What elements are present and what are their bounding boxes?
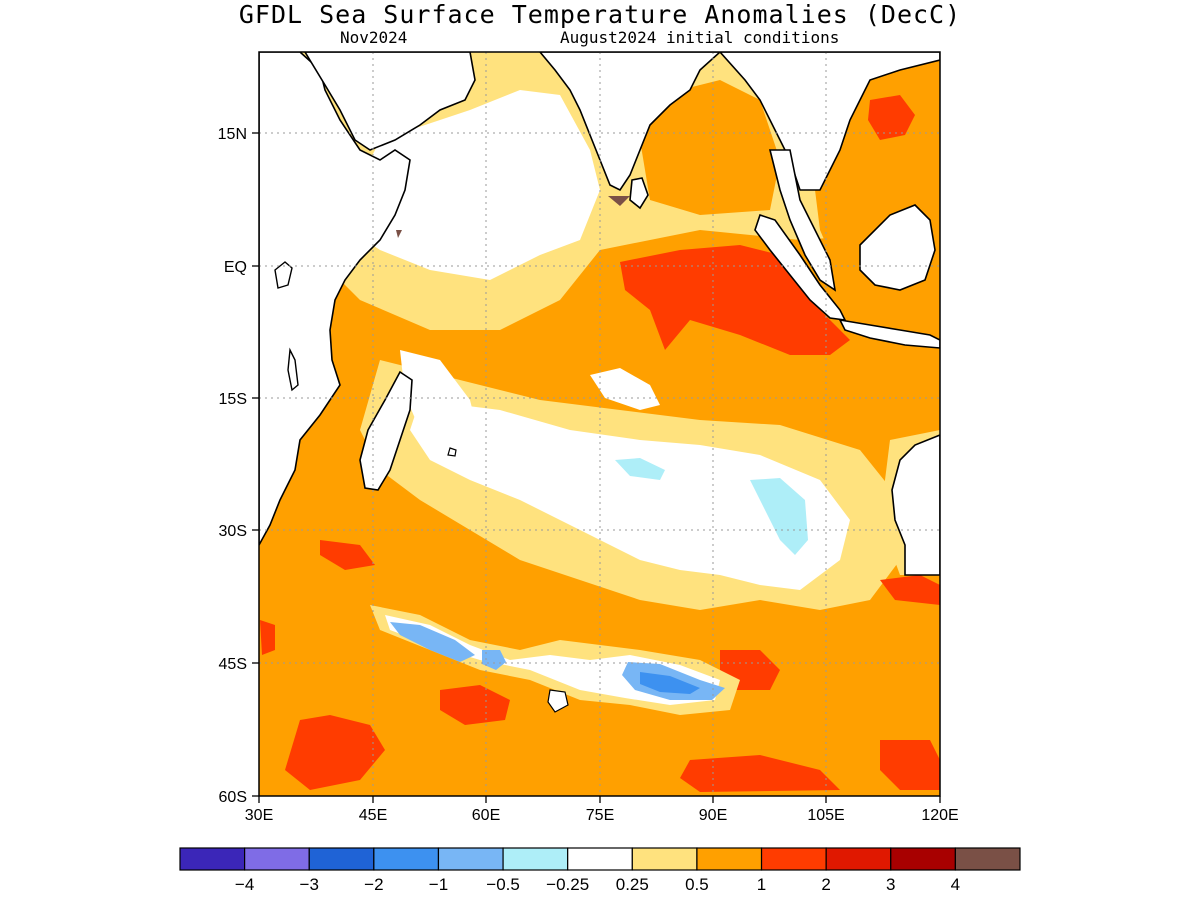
field-south-red-3: [680, 755, 840, 792]
lon-tick-30e: 30E: [245, 807, 273, 824]
field-white-blob: [590, 368, 660, 410]
land-india: [538, 52, 722, 192]
colorbar-swatch: [696, 847, 763, 871]
colorbar-label: 0.25: [616, 875, 649, 894]
initial-conditions-label: August2024 initial conditions: [560, 28, 840, 47]
colorbar-label: −2: [364, 875, 383, 894]
land-australia: [891, 434, 940, 576]
field-south-red-1: [285, 715, 385, 790]
colorbar-label: −1: [429, 875, 448, 894]
colorbar-swatch: [244, 847, 310, 871]
colorbar-swatch: [890, 847, 956, 871]
field-south-red-6: [320, 540, 375, 570]
field-bob-orange: [640, 80, 780, 215]
colorbar-label: 1: [757, 875, 766, 894]
land-sri-lanka: [629, 177, 649, 210]
colorbar-swatch: [954, 847, 1021, 871]
colorbar: −4 −3 −2 −1 −0.5 −0.25 0.25 0.5 1 2 3 4: [179, 847, 1021, 894]
lon-tick-45e: 45E: [359, 807, 387, 824]
field-lightblue-patch-2: [615, 458, 665, 480]
field-mozambique-white: [400, 350, 480, 450]
field-brown-marker-2: [396, 230, 402, 238]
field-south-red-5: [880, 575, 940, 605]
map-gridlines: [259, 52, 940, 796]
lat-tick-45s: 45S: [219, 656, 247, 673]
lon-tick-60e: 60E: [472, 807, 500, 824]
colorbar-label: −0.5: [486, 875, 520, 894]
colorbar-label: −3: [300, 875, 319, 894]
colorbar-swatch: [502, 847, 569, 871]
lon-tick-75e: 75E: [586, 807, 614, 824]
colorbar-label: 3: [886, 875, 895, 894]
colorbar-swatch: [760, 847, 827, 871]
colorbar-swatch: [437, 847, 504, 871]
field-arabian-white: [350, 90, 600, 280]
field-blue-patch-2: [482, 650, 506, 670]
colorbar-label: 0.5: [685, 875, 709, 894]
field-equatorial-red: [620, 245, 850, 355]
land-java: [838, 318, 940, 349]
lat-tick-30s: 30S: [219, 523, 247, 540]
land-mascarene: [447, 447, 457, 457]
lat-tick-15s: 15S: [219, 391, 247, 408]
colorbar-swatch: [179, 847, 246, 871]
colorbar-label: 4: [951, 875, 960, 894]
field-south-white-band: [410, 400, 850, 590]
colorbar-swatch: [567, 847, 633, 871]
tick-marks: [252, 132, 941, 803]
field-south-red-7: [880, 740, 940, 790]
lat-tick-eq: EQ: [224, 259, 247, 276]
colorbar-swatch: [308, 847, 375, 871]
page-title: GFDL Sea Surface Temperature Anomalies (…: [238, 0, 962, 29]
colorbar-label: −0.25: [546, 875, 589, 894]
lon-tick-105e: 105E: [807, 807, 844, 824]
land-sumatra: [754, 213, 847, 321]
field-brown-marker-1: [608, 196, 630, 206]
colorbar-swatch: [825, 847, 892, 871]
land-africa-lake: [274, 261, 293, 289]
field-lightblue-patch-1: [750, 478, 808, 555]
land-africa-lake-2: [287, 347, 299, 392]
valid-month-label: Nov2024: [340, 28, 408, 47]
colorbar-swatch: [631, 847, 698, 871]
land-arabia: [304, 52, 476, 151]
colorbar-label: −4: [235, 875, 254, 894]
land-myanmar-indochina: [718, 52, 940, 191]
land-malay-peninsula: [768, 149, 837, 292]
colorbar-label: 2: [821, 875, 830, 894]
field-south-red-8: [260, 620, 275, 655]
land-kerguelen: [547, 689, 569, 713]
lat-tick-60s: 60S: [219, 789, 247, 806]
colorbar-swatch: [373, 847, 440, 871]
field-south-red-2: [440, 685, 510, 725]
land-africa: [259, 52, 411, 546]
land-borneo: [859, 204, 936, 291]
lon-tick-120e: 120E: [921, 807, 958, 824]
field-midblue-patch: [640, 672, 700, 694]
field-scs-red: [868, 95, 915, 140]
lon-tick-90e: 90E: [699, 807, 727, 824]
field-blue-patch-1: [390, 622, 475, 662]
anomaly-field: [259, 52, 940, 796]
lat-tick-15n: 15N: [218, 126, 247, 143]
